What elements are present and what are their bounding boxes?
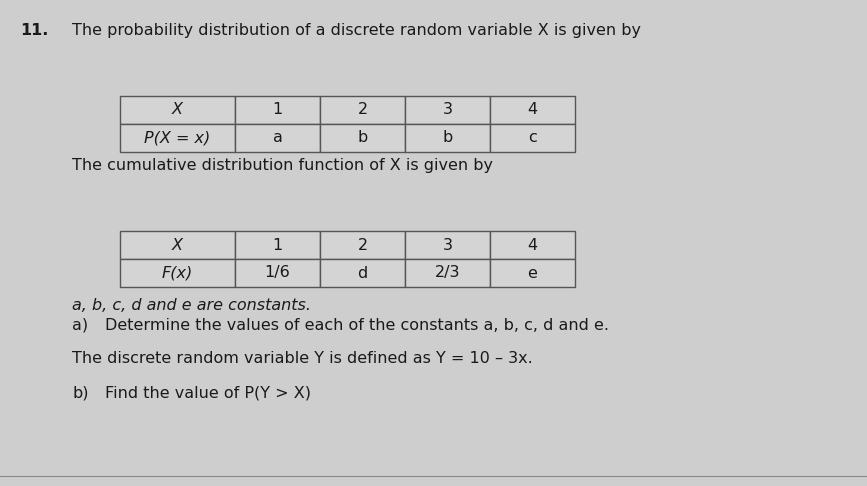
Bar: [405, 259, 490, 287]
Text: X: X: [172, 103, 183, 118]
Text: c: c: [528, 131, 537, 145]
Text: 11.: 11.: [20, 23, 49, 38]
Bar: [235, 124, 320, 152]
Text: d: d: [357, 265, 368, 280]
Bar: [405, 124, 490, 152]
Text: b: b: [357, 131, 368, 145]
Bar: [320, 124, 405, 152]
Text: 1: 1: [272, 103, 283, 118]
Text: 1: 1: [272, 238, 283, 253]
Text: X: X: [172, 238, 183, 253]
Bar: [405, 96, 490, 124]
Text: Determine the values of each of the constants a, b, c, d and e.: Determine the values of each of the cons…: [105, 318, 609, 333]
Bar: [320, 231, 405, 259]
Bar: [120, 231, 235, 259]
Text: b): b): [72, 386, 88, 401]
Text: e: e: [527, 265, 538, 280]
Text: 1/6: 1/6: [264, 265, 290, 280]
Text: 2: 2: [357, 103, 368, 118]
Bar: [120, 96, 235, 124]
Bar: [235, 231, 320, 259]
Text: 3: 3: [442, 238, 453, 253]
Text: 2/3: 2/3: [434, 265, 460, 280]
Bar: [235, 96, 320, 124]
Text: Find the value of P(Y > X): Find the value of P(Y > X): [105, 386, 311, 401]
Bar: [490, 124, 575, 152]
Bar: [120, 124, 235, 152]
Text: 4: 4: [527, 103, 538, 118]
Text: F(x): F(x): [162, 265, 193, 280]
Text: b: b: [442, 131, 453, 145]
Text: 4: 4: [527, 238, 538, 253]
Bar: [490, 231, 575, 259]
Text: 2: 2: [357, 238, 368, 253]
Bar: [320, 259, 405, 287]
Bar: [405, 231, 490, 259]
Bar: [490, 96, 575, 124]
Bar: [120, 259, 235, 287]
Text: 3: 3: [442, 103, 453, 118]
Text: The probability distribution of a discrete random variable X is given by: The probability distribution of a discre…: [72, 23, 641, 38]
Bar: [235, 259, 320, 287]
Bar: [320, 96, 405, 124]
Text: P(X = x): P(X = x): [145, 131, 211, 145]
Text: a: a: [272, 131, 283, 145]
Text: The cumulative distribution function of X is given by: The cumulative distribution function of …: [72, 158, 493, 173]
Text: a): a): [72, 318, 88, 333]
Text: a, b, c, d and e are constants.: a, b, c, d and e are constants.: [72, 298, 311, 313]
Text: The discrete random variable Y is defined as Y = 10 – 3x.: The discrete random variable Y is define…: [72, 351, 532, 366]
Bar: [490, 259, 575, 287]
